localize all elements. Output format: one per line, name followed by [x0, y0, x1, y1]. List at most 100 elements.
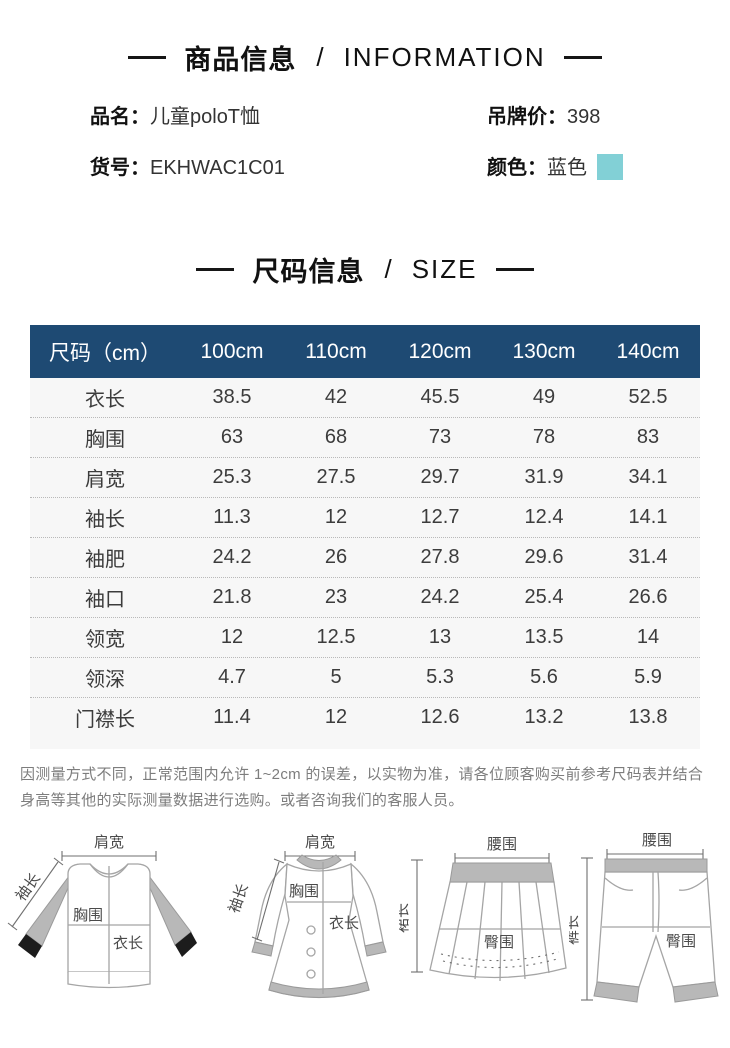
pants-hip-label: 臀围	[666, 933, 696, 950]
cell-value: 4.7	[218, 666, 246, 688]
sweater-right-cuff	[175, 932, 197, 957]
shoulder-measure-line	[284, 851, 356, 861]
dress-left-sleeve	[254, 862, 288, 947]
pants-left-cuff	[593, 981, 640, 1003]
sweater-length-label: 衣长	[113, 935, 143, 952]
row-label: 袖长	[85, 509, 125, 531]
dress-right-sleeve	[350, 862, 384, 947]
sweater-diagram: 肩宽 袖长 胸围 衣长	[7, 834, 197, 989]
cell-value: 12	[220, 626, 244, 648]
cell-value: 25.4	[524, 586, 564, 608]
cell-value: 12.5	[316, 626, 356, 648]
skirt-length-label: 裙长	[399, 903, 411, 933]
dress-button	[306, 947, 316, 957]
skirt-waist-label: 腰围	[487, 836, 517, 853]
row-label: 袖肥	[85, 549, 125, 571]
cell-value: 12.6	[420, 706, 460, 728]
table-row: 门襟长 11.4 12 12.6 13.2 13.8	[30, 698, 700, 737]
cell-value: 29.7	[420, 466, 460, 488]
field-tag-price: 吊牌价：398	[487, 102, 690, 132]
size-title-zh: 尺码信息	[252, 257, 365, 287]
table-row: 衣长 38.5 42 45.5 49 52.5	[30, 378, 700, 418]
cell-value: 5.6	[530, 666, 558, 688]
dress-length-label: 衣长	[329, 915, 359, 932]
tag-price-value: 398	[567, 106, 601, 128]
size-table: 尺码（cm） 100cm 110cm 120cm 130cm 140cm 衣长 38.5 42…	[30, 325, 700, 749]
cell-value: 13.8	[628, 706, 668, 728]
cell-value: 12	[324, 506, 348, 528]
color-swatch	[597, 154, 623, 180]
cell-value: 83	[636, 426, 660, 448]
cell-value: 21.8	[212, 586, 252, 608]
cell-value: 14	[636, 626, 660, 648]
color-value: 蓝色	[547, 157, 587, 179]
dress-chest-label: 胸围	[289, 883, 319, 900]
cell-value: 11.3	[213, 506, 251, 528]
dress-diagram: 肩宽 袖长 胸围 衣长	[226, 834, 387, 999]
dress-button	[306, 925, 316, 935]
cell-value: 68	[324, 426, 348, 448]
dress-collar	[296, 854, 342, 870]
product-fields: 品名：儿童poloT恤 吊牌价：398 货号：EKHWAC1C01 颜色：蓝色	[90, 102, 690, 183]
table-row: 胸围 63 68 73 78 83	[30, 418, 700, 458]
cell-value: 73	[428, 426, 452, 448]
row-label: 门襟长	[75, 709, 135, 731]
size-title-en: SIZE	[411, 254, 478, 284]
info-section-title: 商品信息 / INFORMATION	[0, 38, 730, 77]
header-size-unit: 尺码（cm）	[49, 341, 161, 365]
cell-value: 31.4	[628, 546, 668, 568]
cell-value: 25.3	[212, 466, 252, 488]
color-label: 颜色：	[487, 157, 547, 179]
cell-value: 27.8	[420, 546, 460, 568]
table-row: 肩宽 25.3 27.5 29.7 31.9 34.1	[30, 458, 700, 498]
cell-value: 23	[324, 586, 348, 608]
dress-shoulder-label: 肩宽	[305, 834, 335, 851]
cell-value: 26	[324, 546, 348, 568]
cell-value: 5	[330, 666, 342, 688]
skirt-dotted-trim	[442, 958, 558, 969]
row-label: 衣长	[85, 389, 125, 411]
size-table-body: 衣长 38.5 42 45.5 49 52.5 胸围 63 68 73 78 83 肩宽 25.3 27.5…	[30, 378, 700, 749]
size-title-separator: /	[384, 254, 392, 284]
table-row: 领宽 12 12.5 13 13.5 14	[30, 618, 700, 658]
skirt-body	[429, 881, 567, 979]
pants-waistband	[604, 858, 708, 873]
header-size-100cm: 100cm	[200, 339, 264, 363]
cell-value: 27.5	[316, 466, 356, 488]
waist-measure-line	[606, 849, 704, 859]
pants-right-pocket	[678, 877, 708, 891]
pants-right-cuff	[672, 981, 719, 1003]
dress-button	[306, 969, 316, 979]
pants-diagram: 腰围 裤长 臀围	[569, 832, 719, 1003]
cell-value: 13.5	[524, 626, 564, 648]
cell-value: 63	[220, 426, 244, 448]
cell-value: 13.2	[524, 706, 564, 728]
header-size-130cm: 130cm	[512, 339, 576, 363]
tag-price-label: 吊牌价：	[487, 106, 567, 128]
measurement-note: 因测量方式不同，正常范围内允许 1~2cm 的误差，以实物为准，请各位顾客购买前…	[20, 766, 704, 809]
table-row: 袖长 11.3 12 12.7 12.4 14.1	[30, 498, 700, 538]
cell-value: 78	[532, 426, 556, 448]
dress-right-cuff	[364, 941, 387, 957]
cell-value: 31.9	[524, 466, 564, 488]
skirt-dotted-trim	[440, 951, 560, 962]
row-label: 胸围	[85, 429, 125, 451]
product-name-label: 品名：	[90, 106, 150, 128]
cell-value: 12	[324, 706, 348, 728]
cell-value: 5.3	[426, 666, 454, 688]
field-item-number: 货号：EKHWAC1C01	[90, 153, 487, 183]
shoulder-measure-line	[61, 851, 157, 861]
table-row: 袖口 21.8 23 24.2 25.4 26.6	[30, 578, 700, 618]
info-title-separator: /	[316, 42, 324, 72]
cell-value: 14.1	[628, 506, 668, 528]
cell-value: 24.2	[212, 546, 252, 568]
sleeve-measure-line	[251, 858, 285, 942]
item-number-value: EKHWAC1C01	[150, 157, 285, 179]
cell-value: 38.5	[212, 386, 252, 408]
info-title-en: INFORMATION	[343, 42, 546, 72]
product-name-value: 儿童poloT恤	[150, 106, 261, 128]
cell-value: 26.6	[628, 586, 668, 608]
table-row: 袖肥 24.2 26 27.8 29.6 31.4	[30, 538, 700, 578]
waist-measure-line	[454, 853, 550, 863]
